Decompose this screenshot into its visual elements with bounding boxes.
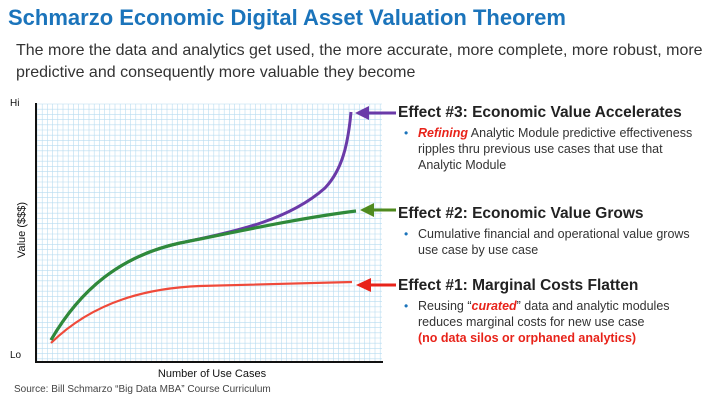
y-hi-label: Hi bbox=[10, 98, 19, 109]
y-axis-label: Value ($$$) bbox=[16, 202, 28, 258]
effect-1-bullet: • Reusing “curated” data and analytic mo… bbox=[398, 298, 703, 346]
y-lo-label: Lo bbox=[10, 350, 22, 361]
effect-3: Effect #3: Economic Value Accelerates • … bbox=[398, 104, 703, 173]
effect-1-note: (no data silos or orphaned analytics) bbox=[418, 331, 637, 345]
effect-2-text: Cumulative financial and operational val… bbox=[418, 227, 690, 257]
source-citation: Source: Bill Schmarzo “Big Data MBA” Cou… bbox=[14, 384, 271, 395]
bullet-dot-icon: • bbox=[404, 299, 409, 313]
effect-2-arrow bbox=[360, 203, 396, 217]
value-grows-curve bbox=[49, 209, 357, 341]
effect-3-arrow bbox=[355, 106, 396, 120]
effect-1-highlight: curated bbox=[471, 299, 517, 313]
marginal-costs-curve bbox=[50, 280, 353, 344]
subtitle: The more the data and analytics get used… bbox=[16, 42, 703, 81]
grid bbox=[36, 103, 382, 361]
value-accelerates-curve bbox=[49, 111, 353, 341]
effect-1-arrow bbox=[356, 278, 396, 292]
effect-2-title: Effect #2: Economic Value Grows bbox=[398, 205, 644, 222]
effect-3-text: Analytic Module predictive effectiveness… bbox=[418, 126, 693, 172]
effect-1: Effect #1: Marginal Costs Flatten • Reus… bbox=[398, 277, 703, 346]
effect-1-text-before: Reusing “ bbox=[418, 299, 472, 313]
effect-2-bullet: • Cumulative financial and operational v… bbox=[398, 226, 703, 258]
bullet-dot-icon: • bbox=[404, 126, 409, 140]
effect-1-title: Effect #1: Marginal Costs Flatten bbox=[398, 277, 639, 294]
effect-3-title: Effect #3: Economic Value Accelerates bbox=[398, 104, 682, 121]
page-title: Schmarzo Economic Digital Asset Valuatio… bbox=[8, 5, 566, 30]
effect-3-bullet: • Refining Analytic Module predictive ef… bbox=[398, 125, 703, 173]
effect-2: Effect #2: Economic Value Grows • Cumula… bbox=[398, 205, 703, 258]
effect-3-highlight: Refining bbox=[418, 126, 468, 140]
bullet-dot-icon: • bbox=[404, 227, 409, 241]
x-axis-label: Number of Use Cases bbox=[158, 368, 267, 380]
effect-1-text-after: ” data and analytic modules reduces marg… bbox=[418, 299, 670, 329]
